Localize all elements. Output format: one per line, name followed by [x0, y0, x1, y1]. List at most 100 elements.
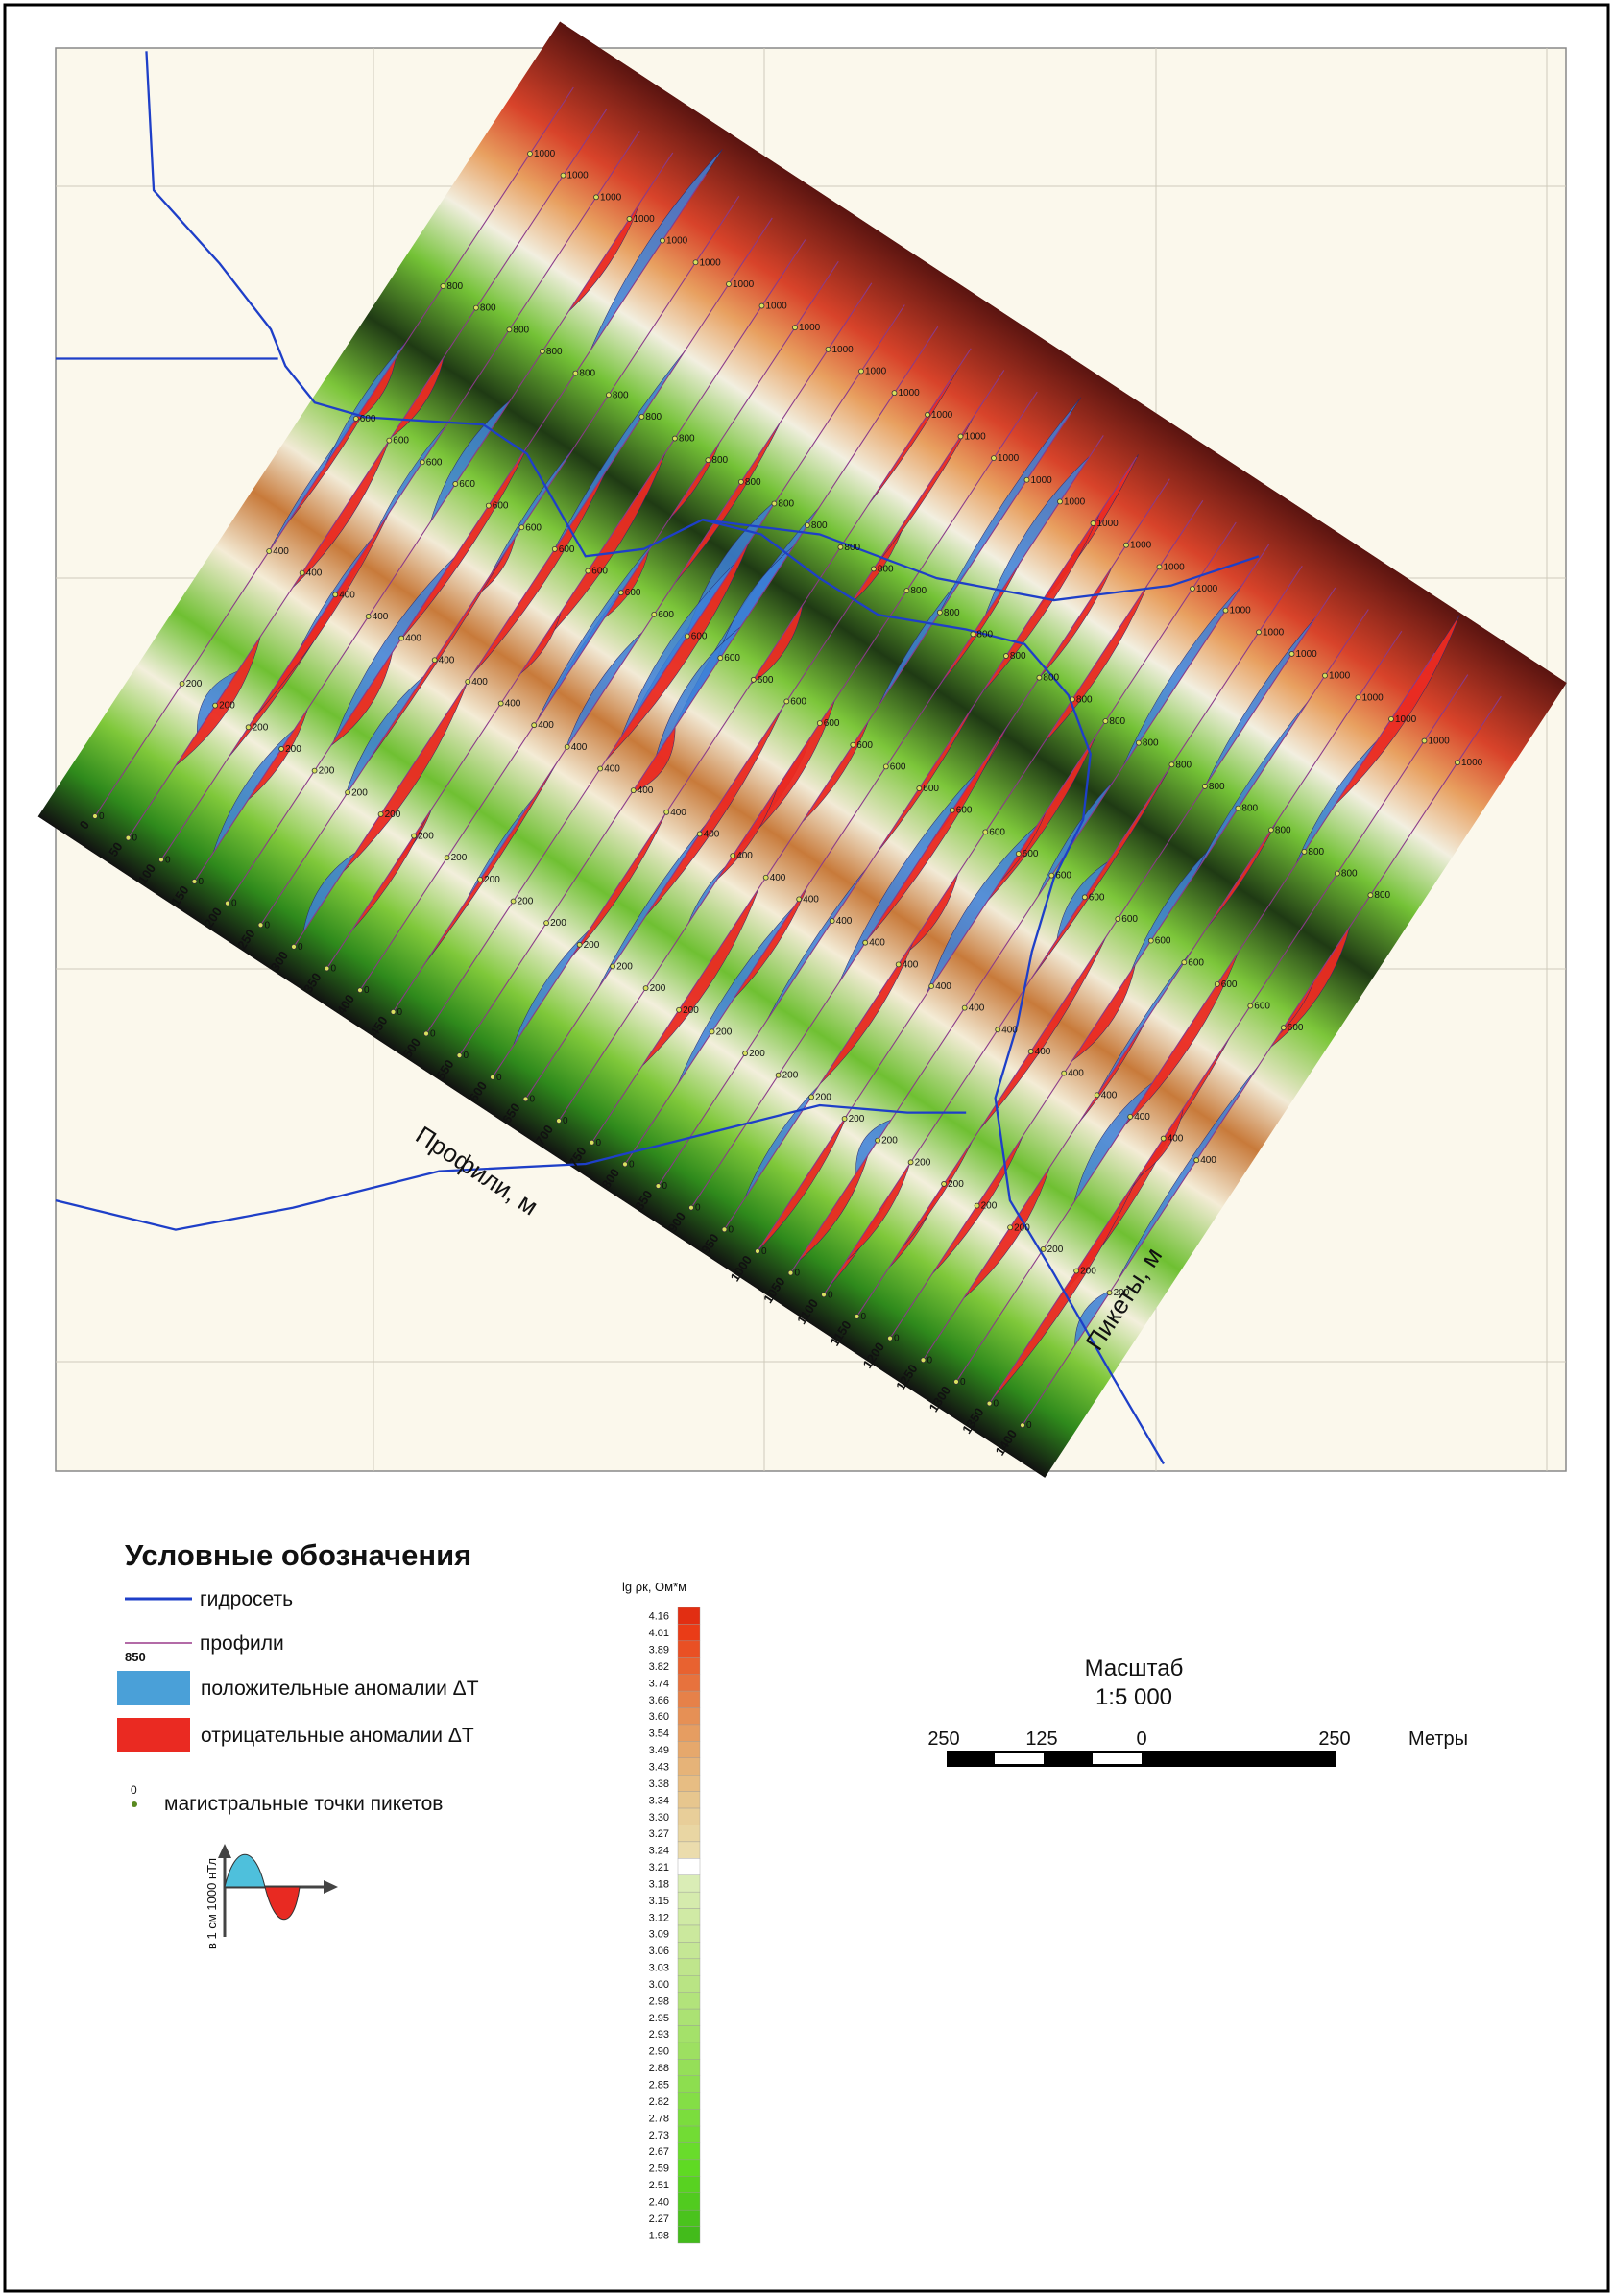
picket-label: 600	[890, 761, 906, 772]
colorbar-label: 3.89	[649, 1645, 669, 1656]
picket-label: 200	[351, 787, 368, 798]
colorbar-label: 3.21	[649, 1862, 669, 1873]
picket-label: 400	[306, 568, 323, 579]
colorbar-title: lg ρк, Ом*м	[622, 1580, 686, 1594]
colorbar-label: 2.73	[649, 2130, 669, 2141]
picket-dot	[585, 568, 591, 574]
picket-label: 200	[683, 1005, 699, 1016]
picket-dot	[1235, 805, 1241, 811]
picket-dot	[949, 807, 955, 813]
picket-dot	[642, 985, 649, 991]
picket-label: 0	[662, 1181, 668, 1192]
picket-dot	[617, 590, 624, 596]
picket-label: 600	[1055, 871, 1071, 882]
picket-label: 800	[446, 281, 463, 292]
picket-dot	[556, 1118, 562, 1124]
colorbar-label: 3.34	[649, 1795, 669, 1806]
picket-label: 0	[530, 1094, 536, 1104]
picket-label: 400	[505, 699, 521, 710]
picket-label: 0	[99, 811, 105, 822]
picket-label: 800	[1143, 738, 1159, 749]
picket-label: 800	[1076, 694, 1093, 705]
picket-dot	[365, 614, 372, 619]
picket-label: 600	[1155, 936, 1171, 947]
picket-dot	[456, 1052, 463, 1059]
colorbar-cell	[677, 2008, 701, 2026]
colorbar-label: 2.82	[649, 2096, 669, 2108]
legend-icon-scale: в 1 см 1000 нТл	[205, 1858, 219, 1949]
picket-label: 400	[1035, 1047, 1051, 1057]
picket-dot	[730, 853, 736, 858]
picket-label: 0	[199, 877, 205, 887]
picket-label: 600	[856, 740, 873, 751]
picket-label: 400	[405, 634, 421, 644]
picket-label: 400	[869, 938, 885, 949]
picket-label: 1000	[1130, 541, 1152, 551]
colorbar-cell	[677, 1674, 701, 1692]
colorbar-label: 3.38	[649, 1778, 669, 1790]
picket-dot	[705, 457, 711, 464]
profile-line	[194, 152, 674, 882]
picket-label: 400	[471, 677, 488, 688]
picket-dot	[825, 346, 831, 352]
picket-dot	[692, 259, 699, 266]
picket-dot	[606, 392, 612, 399]
colorbar-label: 3.60	[649, 1711, 669, 1723]
picket-label: 600	[758, 675, 774, 686]
picket-dot	[796, 896, 803, 903]
picket-dot	[352, 416, 359, 422]
picket-dot	[688, 1204, 694, 1211]
picket-dot	[622, 1161, 628, 1168]
colorbar-cell	[677, 2209, 701, 2227]
picket-label: 200	[948, 1179, 964, 1190]
scale-label: 0	[1136, 1728, 1146, 1750]
profile-line	[889, 609, 1369, 1339]
picket-dot	[986, 1400, 993, 1407]
picket-label: 800	[878, 564, 894, 574]
picket-label: 0	[265, 920, 271, 930]
picket-label: 1000	[600, 192, 622, 203]
picket-dot	[527, 151, 533, 157]
picket-label: 1000	[733, 279, 755, 290]
colorbar-cell	[677, 1807, 701, 1825]
picket-label: 400	[670, 808, 686, 818]
picket-dot	[1193, 1157, 1200, 1164]
picket-label: 200	[849, 1114, 865, 1124]
picket-dot	[970, 631, 976, 638]
picket-dot	[419, 459, 425, 466]
profile-line	[790, 544, 1270, 1273]
picket-label: 0	[563, 1116, 568, 1126]
picket-dot	[452, 481, 459, 487]
picket-dot	[1147, 937, 1154, 944]
picket-dot	[961, 1004, 968, 1011]
picket-dot	[895, 961, 902, 968]
picket-dot	[663, 809, 670, 815]
picket-label: 1000	[865, 367, 887, 377]
colorbar-label: 2.40	[649, 2196, 669, 2208]
picket-dot	[953, 1379, 959, 1385]
picket-label: 800	[811, 520, 828, 531]
picket-dot	[1123, 542, 1129, 548]
picket-label: 400	[373, 612, 389, 622]
picket-label: 600	[360, 414, 376, 424]
picket-label: 400	[1200, 1155, 1216, 1166]
picket-label: 1000	[1164, 562, 1186, 572]
picket-label: 400	[1168, 1134, 1184, 1145]
picket-label: 400	[770, 873, 786, 883]
picket-label: 0	[861, 1312, 867, 1322]
colorbar-cell	[677, 1841, 701, 1859]
hydro-network	[55, 51, 1260, 1465]
picket-dot	[477, 876, 484, 882]
picket-dot	[816, 720, 823, 726]
picket-label: 1000	[899, 388, 921, 399]
colorbar-cell	[677, 1942, 701, 1960]
picket-dot	[485, 502, 492, 509]
picket-dot	[440, 283, 446, 289]
picket-label: 600	[559, 544, 575, 555]
picket-label: 600	[824, 718, 840, 729]
picket-dot	[1102, 718, 1109, 724]
picket-dot	[920, 1357, 927, 1364]
picket-dot	[386, 437, 393, 444]
picket-label: 600	[1188, 957, 1204, 968]
picket-label: 0	[430, 1029, 436, 1040]
